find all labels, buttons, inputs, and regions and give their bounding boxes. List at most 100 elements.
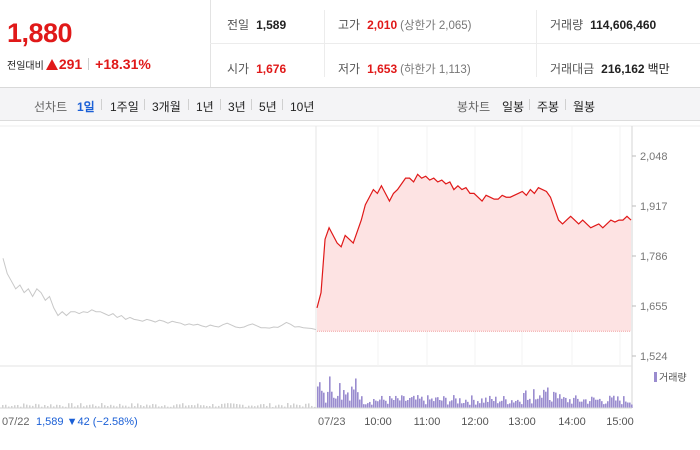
volume-bar [325, 402, 327, 408]
volume-bar [413, 395, 415, 408]
candle-chart-label: 봉차트 [457, 100, 491, 114]
volume-bar [493, 401, 495, 408]
volume-bar [161, 406, 163, 408]
volume-bar [185, 405, 187, 408]
volume-bar [417, 395, 419, 408]
volume-bar [41, 406, 43, 408]
volume-bar [20, 406, 22, 408]
volume-bar [68, 403, 70, 408]
high-label: 고가 [338, 18, 361, 32]
volume-bar [569, 399, 571, 408]
tab-10y[interactable]: 10년 [290, 100, 315, 114]
volume-bar [128, 406, 130, 408]
tab-5y[interactable]: 5년 [259, 100, 277, 114]
tab-1w[interactable]: 1주일 [110, 100, 139, 114]
volume-bar [449, 401, 451, 408]
x-tick-label: 13:00 [508, 416, 536, 428]
volume-bar [447, 404, 449, 408]
volume-bar [293, 403, 295, 408]
volume-bar [601, 401, 603, 408]
volume-bar [423, 400, 425, 408]
volume-bar [377, 401, 379, 408]
volume-bar [503, 396, 505, 408]
volume-bar [176, 404, 178, 408]
volume-bar [611, 397, 613, 408]
volume-bar [319, 382, 321, 408]
y-tick-label: 2,048 [640, 151, 668, 163]
volume-bar [609, 395, 611, 408]
volume-bars [2, 376, 633, 408]
volume-bar [343, 390, 345, 408]
volume-bar [519, 401, 521, 408]
volume-bar [251, 405, 253, 408]
volume-bar [505, 399, 507, 408]
tab-1y[interactable]: 1년 [196, 100, 214, 114]
row-divider [210, 43, 700, 44]
volume-bar [623, 396, 625, 408]
volume-bar [86, 405, 88, 408]
volume-bar [158, 406, 160, 408]
volume-bar [539, 395, 541, 408]
volume-bar [323, 392, 325, 408]
volume-bar [595, 399, 597, 408]
volume-bar [477, 401, 479, 408]
tab-monthly-candle[interactable]: 월봉 [573, 100, 596, 114]
low: 저가 1,653 (하한가 1,113) [338, 60, 471, 77]
volume-bar [489, 395, 491, 408]
volume-bar [445, 397, 447, 408]
volume-bar [206, 405, 208, 408]
volume: 거래량 114,606,460 [550, 16, 656, 33]
volume-bar [517, 399, 519, 408]
volume-bar [215, 406, 217, 408]
tab-1d[interactable]: 1일 [77, 100, 95, 114]
volume-bar [531, 403, 533, 408]
period-tabs: 선차트 1일 1주일 3개월 1년 3년 5년 10년 봉차트 일봉 주봉 월봉 [0, 88, 700, 121]
volume-bar [212, 404, 214, 408]
volume-bar [14, 405, 16, 408]
amount-value: 216,162 [601, 62, 645, 76]
volume-bar [529, 398, 531, 408]
tab-divider [529, 99, 530, 110]
volume-bar [287, 403, 289, 408]
tab-weekly-candle[interactable]: 주봉 [537, 100, 560, 114]
volume-bar [32, 405, 34, 408]
volume-bar [77, 405, 79, 408]
volume-bar [405, 400, 407, 408]
volume-bar [513, 402, 515, 408]
volume-bar [383, 399, 385, 408]
volume-bar [38, 404, 40, 408]
volume-bar [74, 406, 76, 408]
volume-bar [395, 395, 397, 408]
volume-bar [401, 395, 403, 408]
price-box: 1,880 전일대비 291 +18.31% [0, 0, 211, 87]
volume-value: 114,606,460 [590, 18, 657, 32]
tab-3y[interactable]: 3년 [228, 100, 246, 114]
volume-bar [537, 398, 539, 408]
volume-bar [419, 398, 421, 408]
volume-bar [527, 399, 529, 408]
volume-bar [575, 395, 577, 408]
volume-bar [421, 396, 423, 408]
volume-bar [525, 390, 527, 408]
volume-bar [599, 398, 601, 408]
volume-bar [433, 401, 435, 408]
today-date-label: 07/23 [318, 416, 346, 428]
volume-bar [501, 400, 503, 408]
volume-bar [191, 405, 193, 408]
volume-bar [381, 395, 383, 408]
volume-bar [269, 403, 271, 408]
high-value: 2,010 [367, 18, 398, 32]
volume-bar [281, 405, 283, 408]
low-label: 저가 [338, 62, 361, 76]
volume-bar [371, 404, 373, 408]
volume-bar [11, 406, 13, 408]
volume-bar [359, 399, 361, 408]
volume-bar [515, 400, 517, 408]
volume-bar [461, 403, 463, 408]
tab-3m[interactable]: 3개월 [152, 100, 181, 114]
volume-bar [469, 404, 471, 408]
tab-daily-candle[interactable]: 일봉 [502, 100, 525, 114]
volume-bar [471, 395, 473, 408]
stats-panel: 전일 1,589 시가 1,676 고가 2,010 (상한가 2,065) 저가 1,6… [210, 0, 700, 87]
